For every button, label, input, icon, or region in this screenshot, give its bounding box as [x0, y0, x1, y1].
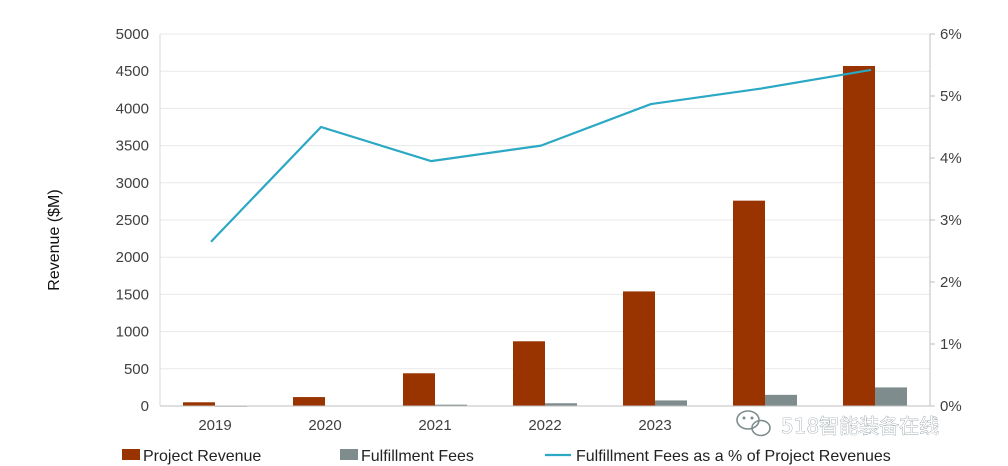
y2-tick-label: 3%: [940, 212, 962, 229]
line-fulfillment-fee-percent: [210, 68, 872, 243]
axes-layer: 0 500 1000 1500 2000 2500 3000 3500 4000 4500 5000…: [116, 26, 962, 434]
bar-fulfillment-fees: [435, 404, 467, 406]
x-tick-label: 2022: [528, 417, 561, 434]
bar-project-revenue: [183, 402, 215, 406]
bar-fulfillment-fees: [655, 400, 687, 406]
y2-tick-label: 4%: [940, 150, 962, 167]
bar-project-revenue: [623, 291, 655, 406]
legend-swatch-fulfillment-fees: [340, 449, 358, 460]
y-tick-label: 500: [124, 361, 149, 378]
legend-label-project-revenue: Project Revenue: [143, 448, 261, 465]
x-tick-label: 2021: [418, 417, 451, 434]
watermark-text: 518智能装备在线: [781, 414, 939, 438]
legend-label-fulfillment-fees-as-a-of-project-revenues: Fulfillment Fees as a % of Project Reven…: [576, 448, 891, 465]
x-tick-label: 2023: [638, 417, 671, 434]
y2-tick-label: 6%: [940, 26, 962, 43]
bar-project-revenue: [403, 373, 435, 406]
y-tick-label: 3000: [116, 175, 149, 192]
x-tick-label: 2020: [308, 417, 341, 434]
x-tick-label: 2019: [198, 417, 231, 434]
y-tick-label: 5000: [116, 26, 149, 43]
bar-fulfillment-fees: [765, 394, 797, 406]
legend-label-fulfillment-fees: Fulfillment Fees: [361, 448, 474, 465]
y2-tick-label: 5%: [940, 88, 962, 105]
line-layer: [210, 68, 872, 243]
bar-project-revenue: [733, 200, 765, 406]
bar-fulfillment-fees: [545, 403, 577, 406]
y-tick-label: 2000: [116, 249, 149, 266]
bar-fulfillment-fees: [875, 387, 907, 406]
bar-project-revenue: [843, 65, 875, 406]
y-tick-label: 0: [141, 398, 149, 415]
bars-layer: [183, 65, 907, 407]
legend-swatch-project-revenue: [122, 449, 140, 460]
y-tick-label: 3500: [116, 138, 149, 155]
bar-project-revenue: [513, 341, 545, 406]
bar-project-revenue: [293, 397, 325, 406]
y2-tick-label: 1%: [940, 336, 962, 353]
y2-tick-label: 2%: [940, 274, 962, 291]
y-tick-label: 1000: [116, 324, 149, 341]
grid-lines: [160, 33, 930, 370]
y-tick-label: 1500: [116, 286, 149, 303]
legend: Project Revenue Fulfillment Fees Fulfillme…: [122, 448, 891, 465]
y-tick-label: 4500: [116, 63, 149, 80]
y-tick-label: 2500: [116, 212, 149, 229]
watermark: 518智能装备在线: [736, 410, 939, 438]
y2-tick-label: 0%: [940, 398, 962, 415]
wechat-icon: [736, 410, 771, 437]
y-tick-label: 4000: [116, 100, 149, 117]
y-axis-label: Revenue ($M): [46, 189, 63, 290]
